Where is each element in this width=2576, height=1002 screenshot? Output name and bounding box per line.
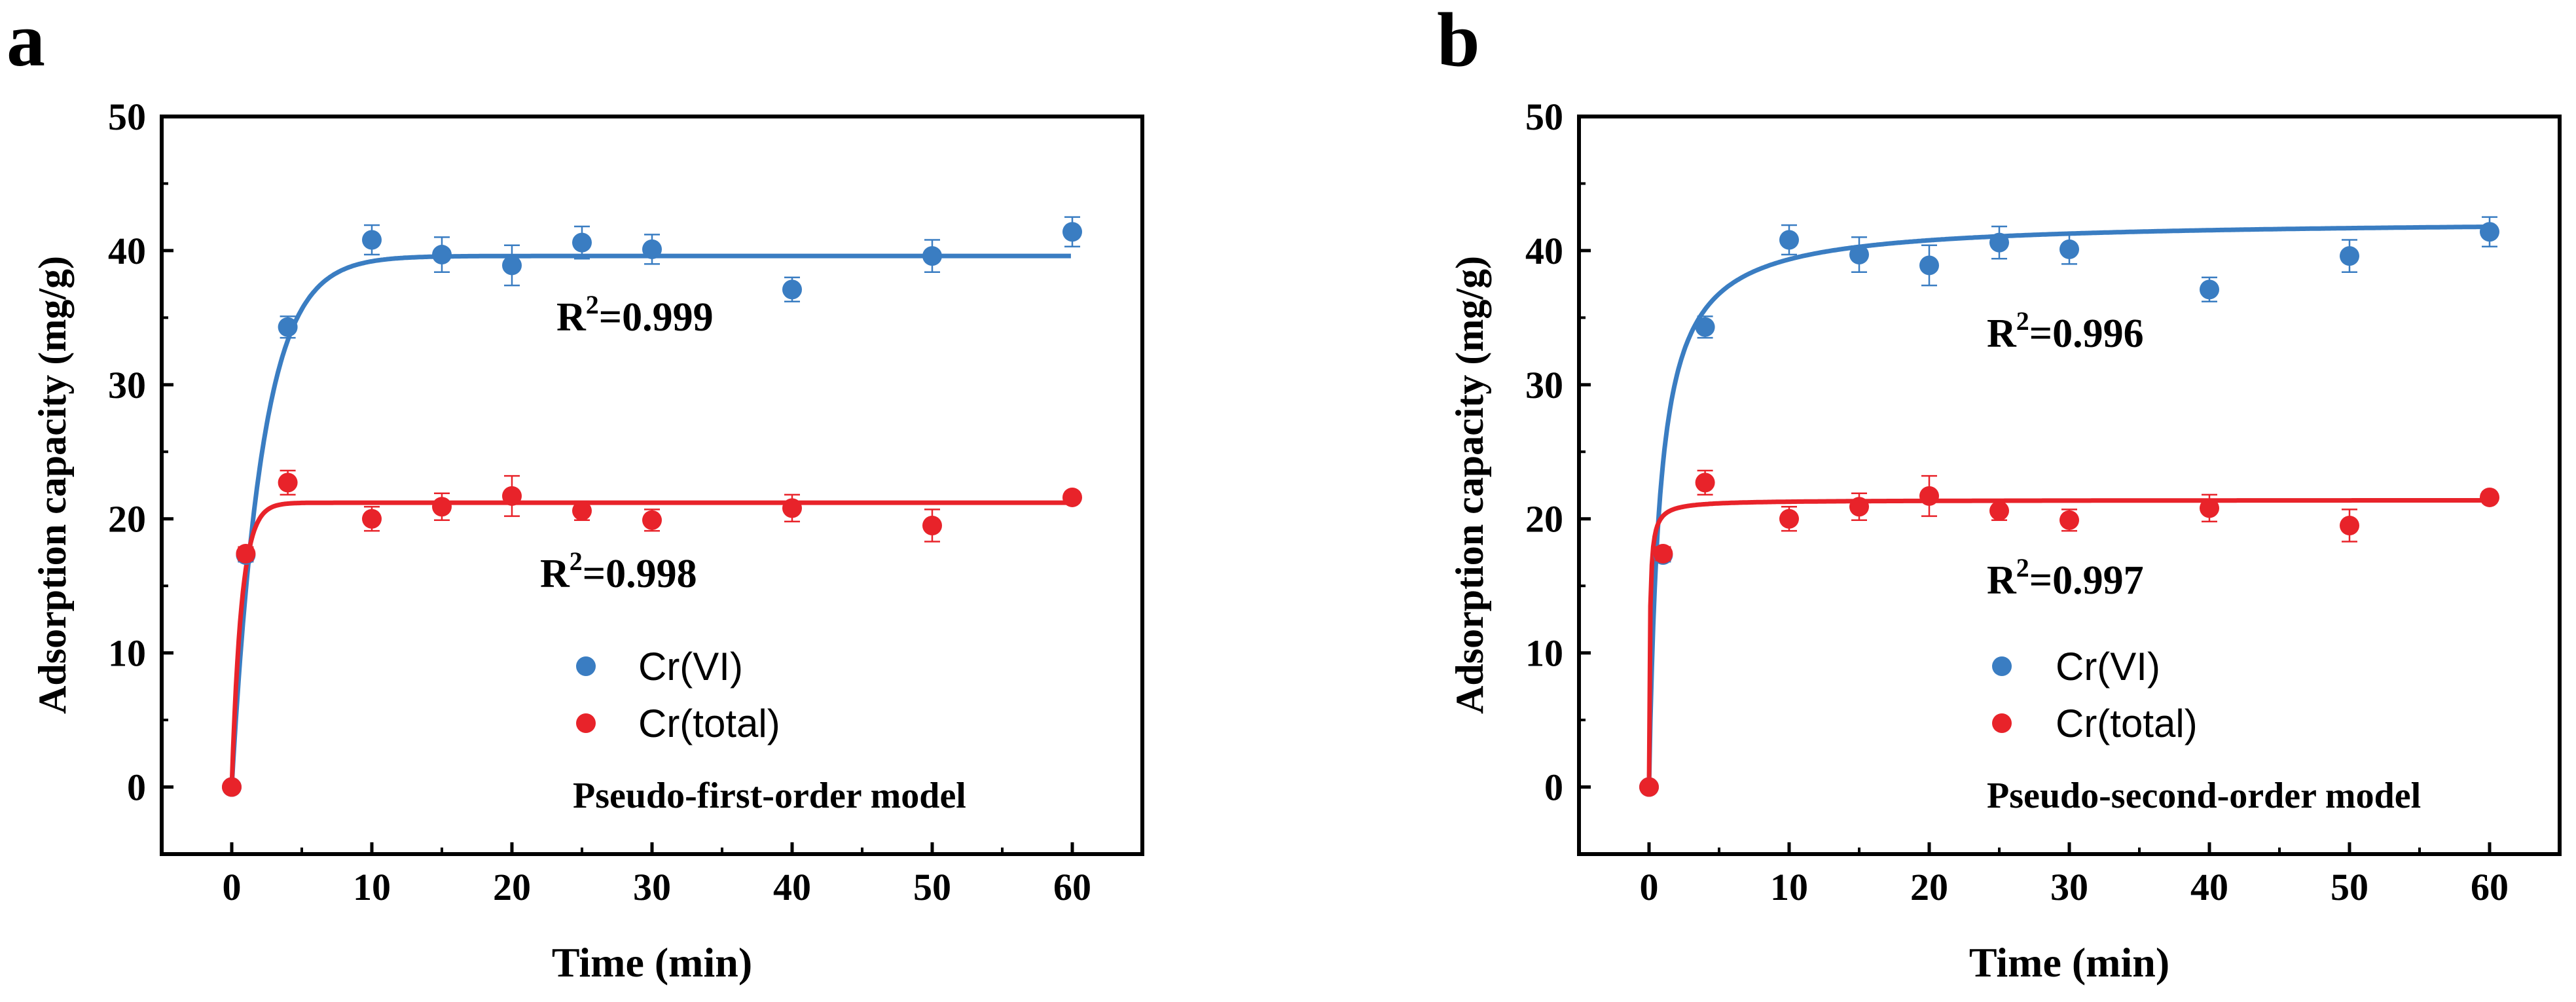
- x-tick-label: 30: [633, 866, 671, 908]
- data-point-crtotal: [1849, 497, 1869, 517]
- data-point-cr6: [2059, 239, 2079, 259]
- data-point-cr6: [278, 317, 298, 337]
- y-axis: 0 10 20 30 40 50: [108, 96, 173, 809]
- model-annotation: Pseudo-first-order model: [573, 776, 966, 816]
- y-tick-label: 20: [108, 498, 146, 541]
- y-axis-title: Adsorption capacity (mg/g): [1448, 256, 1491, 714]
- data-point-cr6: [1779, 230, 1799, 250]
- data-point-cr6: [642, 239, 662, 259]
- legend-marker-crtotal: [576, 713, 596, 733]
- data-point-cr6: [1989, 232, 2009, 253]
- data-point-crtotal: [2200, 498, 2219, 518]
- data-point-crtotal: [2059, 510, 2079, 530]
- legend: Cr(VI) Cr(total): [576, 645, 780, 745]
- x-tick-label: 10: [1770, 866, 1808, 908]
- r2-label-cr6: R2=0.999: [556, 290, 714, 340]
- x-tick-label: 40: [2190, 866, 2228, 908]
- data-point-cr6: [502, 255, 522, 276]
- r2-label-crtotal: R2=0.997: [1987, 553, 2144, 603]
- panel-letter-b: b: [1437, 0, 1480, 82]
- data-point-crtotal: [1919, 486, 1939, 506]
- data-point-crtotal: [1695, 473, 1715, 493]
- data-point-crtotal: [432, 497, 452, 517]
- y-tick-label: 30: [1525, 364, 1563, 406]
- data-point-crtotal: [1639, 777, 1659, 797]
- data-point-cr6: [432, 245, 452, 265]
- r2-label-cr6: R2=0.996: [1987, 306, 2144, 356]
- data-point-cr6: [1062, 222, 1082, 242]
- panel-a: a 0 10 20 30 40 50 60 0 10 20 30 40 50 Time (min) A…: [7, 0, 1144, 986]
- fit-curve-cr6: [1646, 224, 2488, 787]
- data-point-crtotal: [1653, 544, 1673, 564]
- data-point-crtotal: [502, 486, 522, 506]
- data-point-crtotal: [782, 498, 802, 518]
- data-point-cr6: [362, 230, 382, 250]
- r2-label-crtotal: R2=0.998: [540, 546, 697, 596]
- x-tick-label: 50: [913, 866, 951, 908]
- x-tick-label: 60: [1053, 866, 1091, 908]
- x-tick-label: 40: [773, 866, 811, 908]
- legend-marker-crtotal: [1992, 713, 2012, 733]
- y-tick-label: 0: [127, 766, 146, 809]
- data-point-crtotal: [2340, 515, 2359, 535]
- fit-curve-crtotal: [229, 500, 1071, 787]
- x-tick-label: 50: [2331, 866, 2368, 908]
- data-point-cr6: [2200, 279, 2219, 300]
- data-point-crtotal: [1989, 501, 2009, 521]
- data-point-cr6: [782, 279, 802, 300]
- data-point-cr6: [572, 232, 592, 253]
- panel-b: b 0 10 20 30 40 50 60 0 10 20 30 40 50 Time (min) A…: [1437, 0, 2562, 986]
- y-tick-label: 50: [108, 96, 146, 138]
- y-tick-label: 10: [108, 632, 146, 675]
- fit-curve-crtotal: [1646, 498, 2488, 787]
- data-point-crtotal: [222, 777, 242, 797]
- data-point-crtotal: [362, 509, 382, 529]
- legend: Cr(VI) Cr(total): [1992, 645, 2198, 745]
- x-tick-label: 0: [1640, 866, 1659, 908]
- data-point-cr6: [1919, 255, 1939, 276]
- y-tick-label: 0: [1544, 766, 1563, 809]
- x-tick-label: 30: [2050, 866, 2088, 908]
- y-tick-label: 20: [1525, 498, 1563, 541]
- x-tick-label: 20: [493, 866, 531, 908]
- data-point-cr6: [922, 246, 942, 266]
- data-point-crtotal: [1062, 487, 1082, 507]
- legend-marker-cr6: [576, 656, 596, 676]
- data-point-crtotal: [642, 510, 662, 530]
- data-point-crtotal: [278, 473, 298, 493]
- y-tick-label: 30: [108, 364, 146, 406]
- data-point-cr6: [1849, 245, 1869, 265]
- y-axis: 0 10 20 30 40 50: [1525, 96, 1591, 809]
- data-point-crtotal: [572, 501, 592, 521]
- y-tick-label: 40: [1525, 230, 1563, 272]
- x-axis: 0 10 20 30 40 50 60: [1640, 842, 2509, 908]
- legend-label-cr6: Cr(VI): [638, 645, 743, 689]
- legend-label-cr6: Cr(VI): [2056, 645, 2160, 689]
- panel-letter-a: a: [7, 0, 45, 82]
- x-tick-label: 20: [1910, 866, 1948, 908]
- y-tick-label: 40: [108, 230, 146, 272]
- data-point-crtotal: [236, 544, 256, 564]
- data-point-crtotal: [2480, 487, 2499, 507]
- data-point-crtotal: [1779, 509, 1799, 529]
- y-axis-title: Adsorption capacity (mg/g): [31, 256, 74, 714]
- legend-marker-cr6: [1992, 656, 2012, 676]
- data-point-crtotal: [922, 515, 942, 535]
- legend-label-crtotal: Cr(total): [2056, 702, 2198, 745]
- x-axis: 0 10 20 30 40 50 60: [223, 842, 1091, 908]
- data-point-cr6: [2480, 222, 2499, 242]
- legend-label-crtotal: Cr(total): [638, 702, 780, 745]
- y-tick-label: 10: [1525, 632, 1563, 675]
- data-point-cr6: [2340, 246, 2359, 266]
- data-point-cr6: [1695, 317, 1715, 337]
- model-annotation: Pseudo-second-order model: [1987, 776, 2421, 816]
- x-axis-title: Time (min): [552, 939, 752, 986]
- x-tick-label: 0: [223, 866, 242, 908]
- x-tick-label: 10: [353, 866, 391, 908]
- x-tick-label: 60: [2471, 866, 2509, 908]
- y-tick-label: 50: [1525, 96, 1563, 138]
- x-axis-title: Time (min): [1969, 939, 2169, 986]
